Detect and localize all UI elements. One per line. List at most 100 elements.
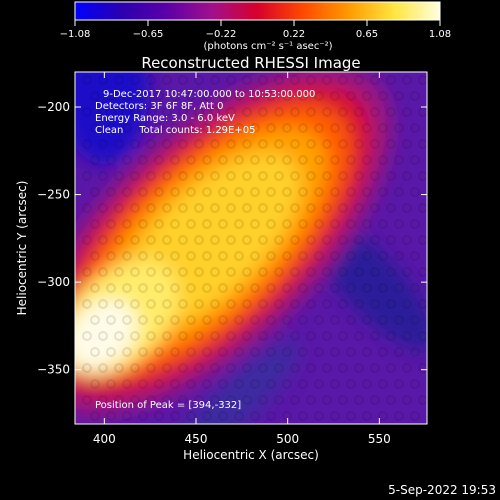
texture-dot: [322, 75, 332, 85]
texture-dot: [354, 299, 364, 309]
texture-dot: [122, 283, 132, 293]
texture-dot: [378, 283, 388, 293]
texture-dot: [282, 219, 292, 229]
texture-dot: [194, 267, 204, 277]
texture-dot: [186, 411, 196, 421]
texture-dot: [418, 395, 427, 405]
texture-dot: [258, 331, 268, 341]
texture-dot: [370, 107, 380, 117]
texture-dot: [90, 411, 100, 421]
texture-dot: [362, 155, 372, 165]
texture-dot: [250, 155, 260, 165]
texture-dot: [90, 91, 100, 101]
x-axis-ticks: 400 450 500 550: [93, 72, 391, 446]
texture-dot: [298, 155, 308, 165]
texture-dot: [426, 317, 427, 323]
texture-dot: [242, 107, 252, 117]
texture-dot: [98, 331, 108, 341]
texture-dot: [250, 123, 260, 133]
texture-dot: [138, 251, 148, 261]
texture-dot: [274, 139, 284, 149]
texture-dot: [410, 155, 420, 165]
texture-dot: [202, 411, 212, 421]
texture-dot: [162, 395, 172, 405]
texture-dot: [378, 347, 388, 357]
texture-dot: [90, 251, 100, 261]
texture-dot: [402, 171, 412, 181]
texture-dot: [282, 251, 292, 261]
texture-dot: [386, 107, 396, 117]
colorbar-ticks: −1.08 −0.65 −0.22 0.22 0.65 1.08: [60, 20, 451, 40]
texture-dot: [330, 379, 340, 389]
texture-dot: [338, 171, 348, 181]
texture-dot: [306, 75, 316, 85]
texture-dot: [362, 379, 372, 389]
texture-dot: [114, 299, 124, 309]
texture-dot: [154, 187, 164, 197]
texture-dot: [250, 315, 260, 325]
texture-dot: [298, 91, 308, 101]
texture-dot: [258, 203, 268, 213]
texture-dot: [98, 363, 108, 373]
texture-dot: [138, 411, 148, 421]
texture-dot: [130, 107, 140, 117]
texture-dot: [130, 363, 140, 373]
texture-dot: [386, 171, 396, 181]
texture-dot: [178, 363, 188, 373]
texture-dot: [338, 267, 348, 277]
texture-dot: [130, 139, 140, 149]
texture-dot: [370, 139, 380, 149]
texture-dot: [218, 155, 228, 165]
emission-peak: [75, 299, 137, 370]
texture-dot: [106, 187, 116, 197]
texture-dot: [338, 395, 348, 405]
texture-dot: [122, 251, 132, 261]
texture-dot: [298, 411, 308, 421]
texture-dot: [250, 411, 260, 421]
texture-dot: [370, 395, 380, 405]
texture-dot: [90, 123, 100, 133]
texture-dot: [106, 251, 116, 261]
texture-dot: [386, 139, 396, 149]
texture-dot: [346, 91, 356, 101]
texture-dot: [418, 107, 427, 117]
texture-dot: [106, 347, 116, 357]
texture-dot: [122, 155, 132, 165]
texture-dot: [194, 203, 204, 213]
texture-dot: [378, 315, 388, 325]
texture-dot: [354, 363, 364, 373]
texture-dot: [194, 299, 204, 309]
texture-dot: [282, 347, 292, 357]
texture-dot: [114, 267, 124, 277]
texture-dot: [106, 123, 116, 133]
texture-dot: [410, 251, 420, 261]
texture-dot: [218, 379, 228, 389]
texture-dot: [354, 235, 364, 245]
texture-dot: [242, 171, 252, 181]
texture-dot: [338, 235, 348, 245]
texture-dot: [378, 123, 388, 133]
emission-source: [75, 72, 427, 424]
texture-dot: [394, 123, 404, 133]
texture-dot: [258, 363, 268, 373]
texture-dot: [90, 283, 100, 293]
texture-dot: [362, 187, 372, 197]
texture-dot: [90, 347, 100, 357]
texture-dot: [170, 123, 180, 133]
texture-dot: [402, 331, 412, 341]
texture-dot: [186, 347, 196, 357]
texture-dot: [306, 331, 316, 341]
texture-dot: [210, 75, 220, 85]
texture-dot: [314, 219, 324, 229]
texture-dot: [410, 379, 420, 389]
texture-dot: [114, 363, 124, 373]
texture-dot: [218, 123, 228, 133]
texture-dot: [426, 381, 427, 387]
texture-dot: [82, 171, 92, 181]
texture-dot: [290, 299, 300, 309]
texture-dot: [202, 283, 212, 293]
texture-dot: [106, 155, 116, 165]
texture-dot: [346, 219, 356, 229]
texture-dot: [242, 235, 252, 245]
texture-dot: [194, 363, 204, 373]
